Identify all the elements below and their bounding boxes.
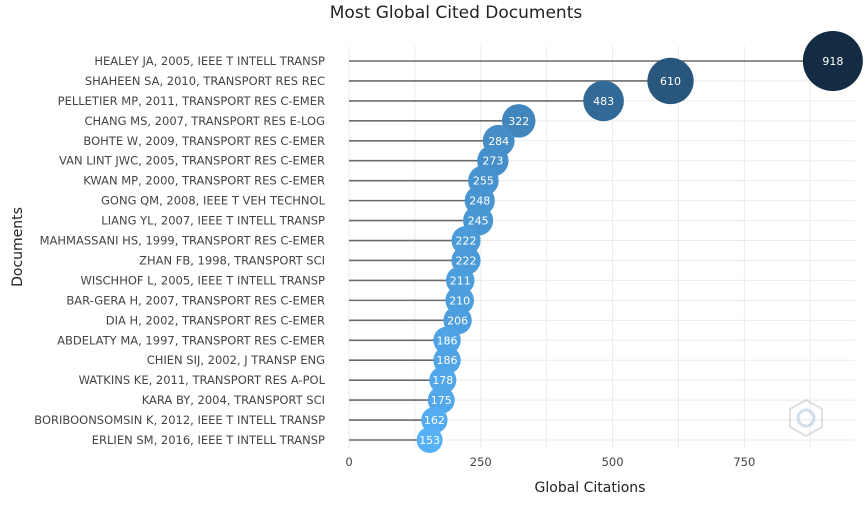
y-tick-label: DIA H, 2002, TRANSPORT RES C-EMER xyxy=(106,313,325,327)
data-label: 153 xyxy=(419,434,440,447)
y-tick-labels: HEALEY JA, 2005, IEEE T INTELL TRANSP SHA… xyxy=(34,54,325,447)
y-tick-label: GONG QM, 2008, IEEE T VEH TECHNOL xyxy=(101,194,326,208)
data-point-circle xyxy=(427,386,455,414)
data-point: 322 xyxy=(501,104,536,138)
y-tick-label: PELLETIER MP, 2011, TRANSPORT RES C-EMER xyxy=(58,94,325,108)
y-tick-label: HEALEY JA, 2005, IEEE T INTELL TRANSP xyxy=(94,54,325,68)
y-tick-label: ERLIEN SM, 2016, IEEE T INTELL TRANSP xyxy=(92,433,325,447)
data-point-circle xyxy=(445,266,475,295)
data-point: 222 xyxy=(451,225,481,256)
data-label: 273 xyxy=(482,155,503,168)
y-tick-label: ABDELATY MA, 1997, TRANSPORT RES C-EMER xyxy=(57,333,325,347)
data-label: 255 xyxy=(473,175,494,188)
data-label: 211 xyxy=(450,274,471,287)
data-point: 610 xyxy=(647,57,694,105)
y-tick-label: WATKINS KE, 2011, TRANSPORT RES A-POL xyxy=(79,373,326,387)
x-tick-label: 750 xyxy=(733,455,755,469)
data-point: 153 xyxy=(416,427,443,453)
y-tick-label: SHAHEEN SA, 2010, TRANSPORT RES REC xyxy=(85,74,325,88)
data-label: 483 xyxy=(593,95,614,108)
y-tick-label: MAHMASSANI HS, 1999, TRANSPORT RES C-EME… xyxy=(40,234,325,248)
data-label: 222 xyxy=(456,235,477,248)
data-point: 186 xyxy=(433,326,461,354)
y-tick-label: LIANG YL, 2007, IEEE T INTELL TRANSP xyxy=(101,214,325,228)
chart-title: Most Global Cited Documents xyxy=(330,3,583,23)
y-axis-label: Documents xyxy=(10,207,26,287)
data-label: 610 xyxy=(660,75,681,88)
data-label: 322 xyxy=(508,115,529,128)
data-point-circle xyxy=(501,104,536,138)
data-label: 918 xyxy=(822,55,843,68)
x-tick-label: 250 xyxy=(470,455,492,469)
stems xyxy=(349,60,833,441)
points: 918 610 483 322 284 273 255 248 245 222 222 211 210 2… xyxy=(416,31,863,453)
data-point: 918 xyxy=(802,31,863,91)
data-point: 175 xyxy=(427,386,455,414)
data-point: 178 xyxy=(429,366,457,394)
data-point-circle xyxy=(433,326,461,354)
data-label: 186 xyxy=(437,334,458,347)
data-point-circle xyxy=(421,406,448,434)
data-point-circle xyxy=(429,366,457,394)
data-label: 206 xyxy=(447,314,468,327)
y-tick-label: BAR-GERA H, 2007, TRANSPORT RES C-EMER xyxy=(66,293,325,307)
x-tick-label: 0 xyxy=(345,455,352,469)
data-point-circle xyxy=(416,427,443,453)
data-point-circle xyxy=(451,225,481,256)
x-axis-label: Global Citations xyxy=(535,480,646,496)
y-tick-label: VAN LINT JWC, 2005, TRANSPORT RES C-EMER xyxy=(59,154,325,168)
y-tick-label: WISCHHOF L, 2005, IEEE T INTELL TRANSP xyxy=(80,273,325,287)
data-point: 162 xyxy=(421,406,448,434)
data-point-circle xyxy=(647,57,694,105)
data-label: 175 xyxy=(431,394,452,407)
y-tick-label: CHIEN SIJ, 2002, J TRANSP ENG xyxy=(147,353,325,367)
y-tick-label: KARA BY, 2004, TRANSPORT SCI xyxy=(142,393,325,407)
x-tick-labels: 0 250 500 750 xyxy=(345,455,755,469)
data-label: 178 xyxy=(432,374,453,387)
data-point: 211 xyxy=(445,266,475,295)
y-tick-label: CHANG MS, 2007, TRANSPORT RES E-LOG xyxy=(84,114,325,128)
data-label: 248 xyxy=(469,195,490,208)
data-point: 248 xyxy=(464,185,495,216)
data-label: 186 xyxy=(437,354,458,367)
y-tick-label: BORIBOONSOMSIN K, 2012, IEEE T INTELL TR… xyxy=(34,413,325,427)
data-label: 222 xyxy=(456,254,477,267)
y-tick-label: KWAN MP, 2000, TRANSPORT RES C-EMER xyxy=(83,174,325,188)
watermark-logo-icon xyxy=(789,398,823,438)
y-tick-label: BOHTE W, 2009, TRANSPORT RES C-EMER xyxy=(83,134,325,148)
x-tick-label: 500 xyxy=(602,455,624,469)
data-label: 245 xyxy=(468,215,489,228)
data-point: 483 xyxy=(583,80,624,122)
data-label: 210 xyxy=(449,294,470,307)
y-tick-label: ZHAN FB, 1998, TRANSPORT SCI xyxy=(139,253,325,267)
data-label: 162 xyxy=(424,414,445,427)
data-point-circle xyxy=(583,80,624,122)
data-point-circle xyxy=(802,31,863,91)
data-label: 284 xyxy=(488,135,509,148)
